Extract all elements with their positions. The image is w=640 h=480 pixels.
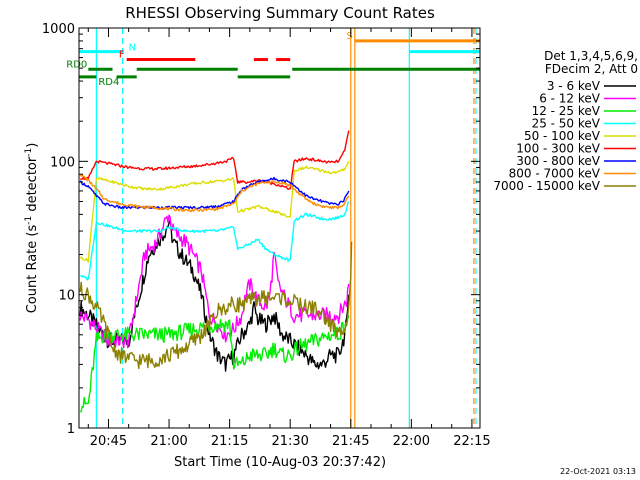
state-label: RD0 [66,59,87,70]
legend-entry-label: 100 - 300 keV [516,142,600,156]
series-line [79,214,350,349]
legend-header-line: Det 1,3,4,5,6,9, [544,49,638,63]
x-tick-label: 22:00 [393,434,430,449]
chart-title: RHESSI Observing Summary Count Rates [125,4,435,22]
date-stamp: 22-Oct-2021 03:13 [560,467,636,476]
y-tick-label: 10 [58,289,75,304]
y-axis-label-part: detector [25,156,40,216]
series-line [79,241,353,370]
x-tick-label: 22:15 [453,434,490,449]
state-label: S [346,31,352,42]
legend-entry-label: 7000 - 15000 keV [493,179,600,193]
y-axis-label-part: ) [25,143,40,148]
series-line [79,315,350,413]
x-tick-label: 20:45 [90,434,127,449]
x-axis-label: Start Time (10-Aug-03 20:37:42) [174,455,386,470]
series-line [80,201,350,281]
x-tick-label: 21:30 [271,434,308,449]
legend: Det 1,3,4,5,6,9,FDecim 2, Att 0 3 - 6 keV… [493,49,638,193]
legend-entry-label: 25 - 50 keV [532,117,601,131]
series-line [80,130,350,190]
y-axis-label-part: Count Rate (s [25,225,40,314]
legend-entry-label: 50 - 100 keV [524,129,601,143]
legend-entry-label: 12 - 25 keV [532,104,601,118]
series-line [79,161,350,263]
y-tick-label: 1 [67,422,75,437]
plot-frame [78,27,481,429]
state-label: F [119,50,125,61]
legend-entry-label: 6 - 12 keV [539,92,601,106]
legend-header-line: FDecim 2, Att 0 [545,62,638,76]
plot-area: NF S RD0 RD4 [66,28,480,428]
y-axis-label-sup: -1 [24,148,34,157]
series-line [79,174,350,213]
y-tick-label: 1000 [42,22,75,37]
legend-entry-label: 800 - 7000 keV [509,167,601,181]
state-label: N [129,43,136,54]
legend-entry-label: 300 - 800 keV [516,154,600,168]
y-axis-label: Count Rate (s-1 detector-1) [24,143,40,314]
legend-entry-label: 3 - 6 keV [547,79,601,93]
y-tick-label: 100 [50,155,75,170]
state-label: RD4 [98,77,119,88]
x-tick-label: 21:15 [211,434,248,449]
series-line [79,176,350,210]
y-axis-label-sup: -1 [24,216,34,225]
x-tick-label: 21:00 [150,434,187,449]
x-tick-label: 21:45 [332,434,369,449]
axes: 20:45 21:00 21:15 21:30 21:45 22:00 22:15 1 10 10… [42,22,491,449]
